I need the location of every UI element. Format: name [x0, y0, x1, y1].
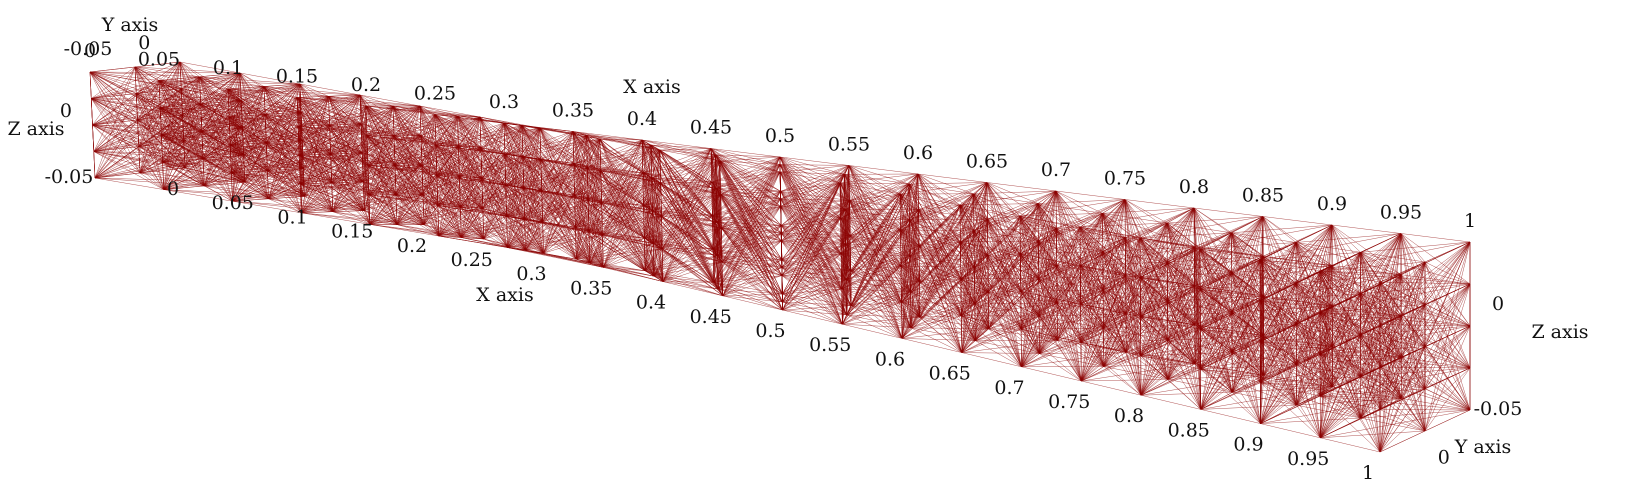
x-tick-label: 0.9	[1317, 193, 1347, 215]
x-tick-label: 0.05	[212, 192, 254, 214]
x-tick-label: 0.3	[489, 91, 519, 113]
x-tick-label: 0.65	[966, 151, 1008, 173]
x-tick-label: 0.15	[331, 221, 373, 243]
x-tick-label: 0.5	[755, 320, 785, 342]
x-tick-label: 0.75	[1048, 391, 1090, 413]
x-tick-label: 0.35	[552, 100, 594, 122]
x-tick-label: 0.65	[929, 363, 971, 385]
z-tick-label: -0.05	[45, 166, 94, 188]
x-tick-label: 0.85	[1242, 185, 1284, 207]
x-tick-label: 0	[84, 40, 96, 62]
x-tick-label: 0.9	[1233, 434, 1263, 456]
z-axis-label: Z axis	[1531, 321, 1588, 343]
x-tick-label: 0.55	[828, 134, 870, 156]
x-tick-label: 0.95	[1380, 202, 1422, 224]
x-tick-label: 0.4	[627, 108, 657, 130]
x-axis-label: X axis	[623, 76, 680, 98]
z-tick-label: -0.05	[1474, 398, 1523, 420]
x-tick-label: 0.05	[138, 49, 180, 71]
z-tick-label: 0	[60, 100, 72, 122]
x-tick-label: 0.7	[994, 377, 1024, 399]
x-tick-label: 0.6	[903, 142, 933, 164]
x-tick-label: 0.3	[516, 263, 546, 285]
x-tick-label: 0.95	[1287, 448, 1329, 470]
y-tick-label: 0	[1438, 446, 1450, 468]
x-tick-label: 0.55	[809, 334, 851, 356]
z-tick-label: 0	[1492, 293, 1504, 315]
x-tick-label: 0.2	[351, 74, 381, 96]
y-tick-label: -0.05	[64, 38, 113, 60]
x-tick-label: 0.85	[1168, 419, 1210, 441]
x-tick-label: 0.25	[451, 249, 493, 271]
x-tick-label: 1	[1362, 462, 1374, 484]
z-axis-label: Z axis	[7, 118, 64, 140]
x-tick-label: 0.15	[276, 66, 318, 88]
x-tick-label: 0.25	[414, 83, 456, 105]
x-tick-label: 0.35	[570, 277, 612, 299]
x-tick-label: 0.2	[397, 235, 427, 257]
y-axis-label: Y axis	[1454, 436, 1511, 458]
y-tick-label: 0	[138, 32, 150, 54]
x-tick-label: 0.1	[277, 206, 307, 228]
x-tick-label: 1	[1464, 210, 1476, 232]
x-tick-label: 0.1	[213, 57, 243, 79]
x-tick-label: 0.8	[1179, 176, 1209, 198]
x-tick-label: 0	[167, 178, 179, 200]
x-axis-label: X axis	[476, 284, 533, 306]
x-tick-label: 0.45	[690, 306, 732, 328]
x-tick-label: 0.75	[1104, 168, 1146, 190]
x-tick-label: 0.6	[875, 348, 905, 370]
mesh-edges	[89, 61, 1471, 453]
mesh	[89, 61, 1471, 453]
x-tick-label: 0.4	[636, 292, 666, 314]
x-tick-label: 0.7	[1041, 159, 1071, 181]
x-tick-label: 0.8	[1114, 405, 1144, 427]
x-tick-label: 0.45	[690, 117, 732, 139]
y-axis-label: Y axis	[101, 14, 158, 36]
x-tick-label: 0.5	[765, 125, 795, 147]
